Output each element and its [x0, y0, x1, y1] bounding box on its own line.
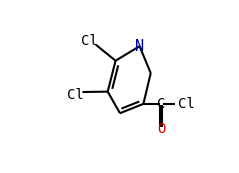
Text: N: N [135, 39, 144, 54]
Text: C: C [157, 97, 165, 111]
Text: Cl: Cl [81, 34, 98, 48]
Text: Cl: Cl [179, 97, 195, 111]
Text: O: O [157, 122, 165, 136]
Text: Cl: Cl [67, 88, 84, 102]
